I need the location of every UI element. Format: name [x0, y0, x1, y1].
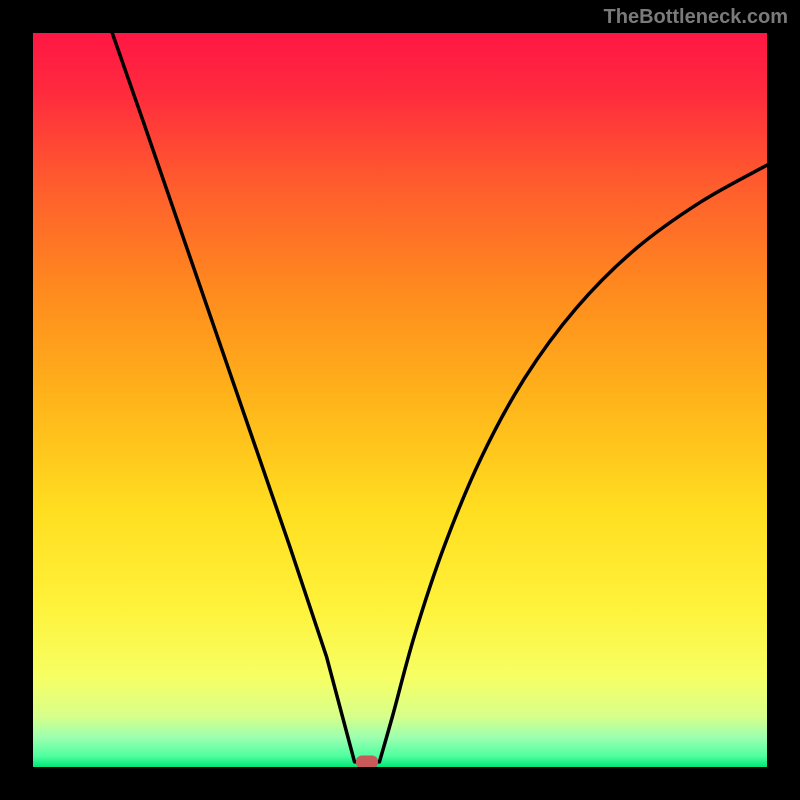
- bottleneck-curve: [33, 33, 767, 767]
- plot-area: [33, 33, 767, 767]
- watermark-text: TheBottleneck.com: [604, 6, 788, 29]
- optimal-point-marker: [356, 755, 378, 767]
